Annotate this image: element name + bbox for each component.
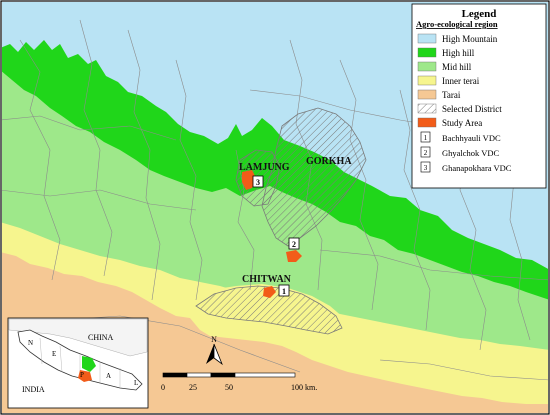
svg-text:3: 3 [256,178,260,187]
chitwan-district [195,285,343,335]
svg-text:1: 1 [424,134,428,142]
legend-high-mountain: High Mountain [442,34,498,44]
inset-letter-n: N [28,339,33,347]
inset-study-green [82,356,96,372]
inset-china-label: CHINA [88,333,114,342]
legend: Legend Agro-ecological region High Mount… [411,3,547,189]
inset-letter-a: A [106,372,111,380]
legend-vdc-3: Ghanapokhara VDC [442,163,512,173]
legend-inner-terai: Inner terai [442,76,480,86]
legend-swatch-tarai [417,89,437,100]
inset-india-label: INDIA [22,385,45,394]
legend-swatch-selected-district [417,103,437,114]
svg-text:3: 3 [424,164,428,172]
scale-tick-50: 50 [225,383,233,392]
legend-swatch-inner-terai [417,75,437,86]
legend-swatch-mid-hill [417,61,437,72]
legend-swatch-study-area [417,117,437,128]
marker-1: 1 [278,284,290,297]
legend-vdc-2: Ghyalchok VDC [442,148,500,158]
legend-title: Legend [462,8,497,20]
north-label: N [211,335,217,344]
legend-swatch-high-hill [417,47,437,58]
svg-text:2: 2 [424,149,428,157]
legend-swatch-high-mountain [417,33,437,44]
label-chitwan: CHITWAN [242,274,292,285]
inset-letter-p: P [80,371,84,379]
marker-3: 3 [252,175,264,188]
north-arrow-icon: N [206,335,223,366]
study-area-ghanapokhara [242,170,256,190]
scale-tick-0: 0 [161,383,165,392]
inset-letter-l: L [134,379,138,387]
study-area-bachhyauli [263,286,276,298]
svg-text:2: 2 [292,240,296,249]
legend-tarai: Tarai [442,90,461,100]
scale-tick-25: 25 [189,383,197,392]
legend-vdc-1: Bachhyauli VDC [442,133,501,143]
inset-map: CHINA INDIA N E P A L [7,317,149,409]
legend-study-area: Study Area [442,118,482,128]
marker-2: 2 [288,237,300,250]
legend-selected-district: Selected District [442,104,502,114]
label-gorkha: GORKHA [306,156,352,167]
legend-mid-hill: Mid hill [442,62,472,72]
scale-bar: 0 25 50 100 km. [161,372,317,392]
legend-subtitle: Agro-ecological region [416,19,498,29]
scale-tick-100: 100 km. [291,383,317,392]
legend-high-hill: High hill [442,48,475,58]
inset-study-orange [78,370,92,382]
svg-text:1: 1 [282,287,286,296]
label-lamjung: LAMJUNG [239,162,290,173]
inset-letter-e: E [52,350,56,358]
study-area-ghyalchok [286,250,302,262]
